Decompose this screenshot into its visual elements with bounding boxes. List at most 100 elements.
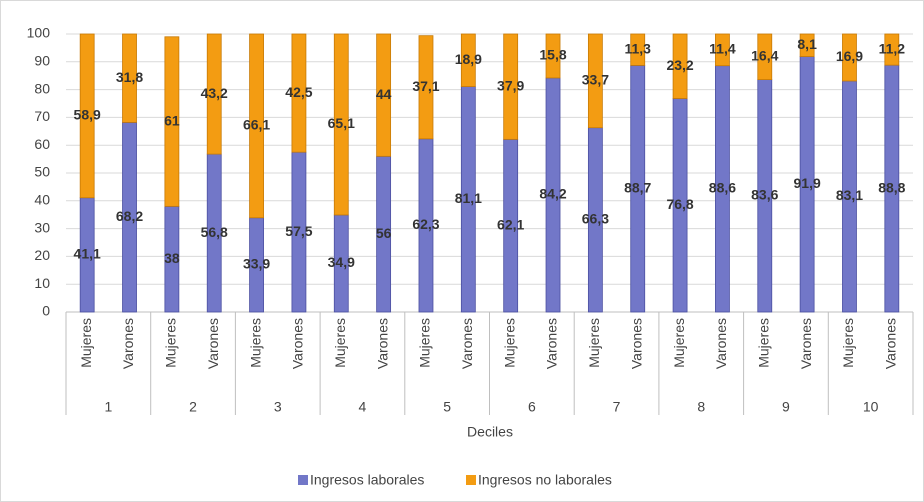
data-label: 31,8 xyxy=(116,69,143,85)
data-label: 43,2 xyxy=(201,85,228,101)
data-label: 66,3 xyxy=(582,211,609,227)
group-label: 6 xyxy=(528,399,536,415)
x-tick-label: Varones xyxy=(628,318,644,369)
x-tick-label: Varones xyxy=(374,318,390,369)
x-tick-label: Mujeres xyxy=(163,318,179,368)
data-label: 62,1 xyxy=(497,216,524,232)
x-tick-label: Varones xyxy=(798,318,814,369)
bar-segment xyxy=(630,33,646,66)
bar-segment xyxy=(122,33,137,123)
y-tick-label: 80 xyxy=(34,80,50,96)
bar-segment xyxy=(587,33,603,129)
bar-segment xyxy=(376,33,392,157)
data-label: 18,9 xyxy=(455,51,482,67)
bar-segment xyxy=(672,33,688,99)
data-label: 91,9 xyxy=(794,175,821,191)
data-label: 11,3 xyxy=(624,40,651,56)
group-label: 8 xyxy=(697,399,705,415)
bar-segment xyxy=(503,33,519,140)
group-label: 5 xyxy=(443,399,451,415)
group-label: 4 xyxy=(359,399,367,415)
data-label: 38 xyxy=(164,250,180,266)
bar-segment xyxy=(842,33,857,82)
x-tick-label: Mujeres xyxy=(417,318,433,368)
x-tick-label: Varones xyxy=(459,318,475,369)
y-tick-label: 60 xyxy=(34,136,50,152)
legend-label: Ingresos no laborales xyxy=(478,472,612,488)
data-label: 83,6 xyxy=(751,186,778,202)
y-tick-label: 50 xyxy=(34,164,50,180)
bar-segment xyxy=(206,33,222,155)
data-label: 88,6 xyxy=(709,180,736,196)
data-label: 83,1 xyxy=(836,187,863,203)
data-label: 44 xyxy=(376,86,392,102)
data-label: 15,8 xyxy=(539,47,566,63)
x-tick-label: Varones xyxy=(290,318,306,369)
data-label: 88,8 xyxy=(878,179,905,195)
data-label: 16,9 xyxy=(836,48,863,64)
x-tick-label: Mujeres xyxy=(840,318,856,368)
data-label: 57,5 xyxy=(285,223,312,239)
x-tick-label: Varones xyxy=(544,318,560,369)
data-label: 42,5 xyxy=(285,84,312,100)
legend-swatch xyxy=(298,475,308,485)
data-label: 84,2 xyxy=(539,186,566,202)
y-tick-label: 90 xyxy=(34,53,50,69)
data-label: 34,9 xyxy=(328,254,355,270)
data-label: 33,7 xyxy=(582,72,609,88)
y-tick-label: 10 xyxy=(34,275,50,291)
data-label: 58,9 xyxy=(74,107,101,123)
x-tick-label: Mujeres xyxy=(332,318,348,368)
bar-segment xyxy=(164,36,180,207)
data-label: 23,2 xyxy=(666,57,693,73)
legend-label: Ingresos laborales xyxy=(310,472,424,488)
group-label: 7 xyxy=(613,399,621,415)
group-label: 10 xyxy=(863,399,879,415)
x-tick-label: Mujeres xyxy=(671,318,687,368)
y-tick-label: 20 xyxy=(34,247,50,263)
x-axis-title: Deciles xyxy=(467,424,513,440)
data-label: 56,8 xyxy=(201,224,228,240)
bar-segment xyxy=(249,33,264,219)
y-tick-label: 70 xyxy=(34,108,50,124)
data-label: 61 xyxy=(164,112,180,128)
bar-segment xyxy=(79,33,95,199)
bar-segment xyxy=(418,35,434,140)
bar-segment xyxy=(460,33,476,87)
data-label: 41,1 xyxy=(74,246,101,262)
y-tick-label: 100 xyxy=(27,25,51,41)
data-label: 76,8 xyxy=(666,196,693,212)
x-tick-label: Varones xyxy=(120,318,136,369)
bar-segment xyxy=(715,33,730,67)
data-label: 37,1 xyxy=(412,78,439,94)
x-tick-label: Varones xyxy=(883,318,899,369)
data-label: 81,1 xyxy=(455,190,482,206)
x-tick-label: Mujeres xyxy=(755,318,771,368)
data-label: 66,1 xyxy=(243,117,270,133)
data-label: 88,7 xyxy=(624,179,651,195)
data-label: 56 xyxy=(376,225,392,241)
data-label: 33,9 xyxy=(243,256,270,272)
x-tick-label: Varones xyxy=(713,318,729,369)
data-label: 65,1 xyxy=(328,115,355,131)
legend-swatch xyxy=(466,475,476,485)
x-tick-label: Mujeres xyxy=(501,318,517,368)
x-tick-label: Mujeres xyxy=(247,318,263,368)
data-label: 37,9 xyxy=(497,77,524,93)
x-tick-label: Mujeres xyxy=(78,318,94,368)
y-tick-label: 0 xyxy=(42,303,50,319)
bar-segment xyxy=(884,33,900,66)
bar-segment xyxy=(333,33,349,216)
y-tick-label: 30 xyxy=(34,219,50,235)
bar-segment xyxy=(291,33,307,153)
x-tick-label: Varones xyxy=(205,318,221,369)
data-label: 16,4 xyxy=(751,47,778,63)
y-tick-label: 40 xyxy=(34,192,50,208)
bar-segment xyxy=(799,33,815,57)
data-label: 8,1 xyxy=(797,36,817,52)
data-label: 11,4 xyxy=(709,41,736,57)
group-label: 9 xyxy=(782,399,790,415)
bar-segment xyxy=(545,33,561,79)
